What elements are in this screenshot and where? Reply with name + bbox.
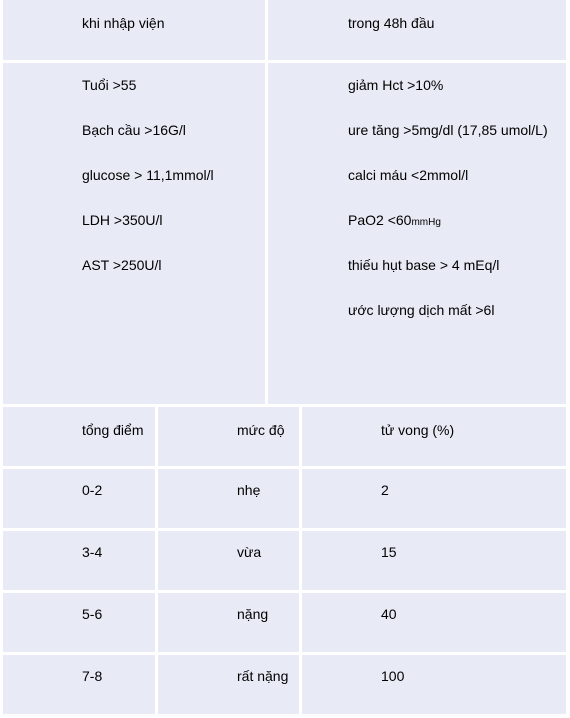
- h48-criterion-hct: giảm Hct >10%: [348, 77, 444, 93]
- admission-criterion-ldh: LDH >350U/l: [82, 212, 163, 228]
- score-cell: 3-4: [82, 544, 103, 560]
- table-row: 5-6: [3, 593, 155, 652]
- pao2-unit: mmHg: [411, 217, 441, 228]
- table-row: 100: [302, 655, 566, 714]
- ranson-table: khi nhập viện trong 48h đầu Tuổi >55 Bạc…: [3, 0, 566, 714]
- h48-header: trong 48h đầu: [348, 15, 435, 31]
- admission-criteria-cell: Tuổi >55 Bạch cầu >16G/l glucose > 11,1m…: [3, 63, 265, 404]
- mortality-cell: 15: [381, 544, 397, 560]
- mortality-cell: 40: [381, 606, 397, 622]
- h48-criterion-base-deficit: thiếu hụt base > 4 mEq/l: [348, 257, 500, 273]
- admission-criterion-ast: AST >250U/l: [82, 257, 162, 273]
- table-row: 0-2: [3, 469, 155, 528]
- pao2-label: PaO2 <60: [348, 212, 412, 228]
- level-cell: nhẹ: [237, 482, 261, 498]
- table-row: nhẹ: [158, 469, 299, 528]
- h48-criterion-fluid: ước lượng dịch mất >6l: [348, 302, 495, 318]
- severity-header-level: mức độ: [237, 422, 285, 438]
- table-row: 2: [302, 469, 566, 528]
- level-cell: rất nặng: [237, 668, 289, 684]
- mortality-cell: 100: [381, 668, 405, 684]
- admission-criterion-age: Tuổi >55: [82, 77, 137, 93]
- h48-header-cell: trong 48h đầu: [268, 0, 566, 60]
- h48-criterion-calcium: calci máu <2mmol/l: [348, 167, 469, 183]
- score-cell: 7-8: [82, 668, 103, 684]
- h48-criterion-urea: ure tăng >5mg/dl (17,85 umol/L): [348, 122, 548, 138]
- severity-header-mortality: tử vong (%): [381, 422, 455, 438]
- severity-header-mortality-cell: tử vong (%): [302, 407, 566, 466]
- mortality-cell: 2: [381, 482, 389, 498]
- table-row: vừa: [158, 531, 299, 590]
- table-row: nặng: [158, 593, 299, 652]
- score-cell: 5-6: [82, 606, 103, 622]
- h48-criteria-cell: giảm Hct >10% ure tăng >5mg/dl (17,85 um…: [268, 63, 566, 404]
- h48-criterion-pao2: PaO2 <60mmHg: [348, 212, 441, 231]
- table-row: 3-4: [3, 531, 155, 590]
- severity-header-level-cell: mức độ: [158, 407, 299, 466]
- table-row: 40: [302, 593, 566, 652]
- table-row: 15: [302, 531, 566, 590]
- admission-criterion-glucose: glucose > 11,1mmol/l: [82, 167, 214, 183]
- admission-criterion-wbc: Bạch cầu >16G/l: [82, 122, 186, 138]
- score-cell: 0-2: [82, 482, 103, 498]
- table-row: 7-8: [3, 655, 155, 714]
- table-row: rất nặng: [158, 655, 299, 714]
- severity-header-score: tổng điểm: [82, 422, 144, 438]
- admission-header: khi nhập viện: [82, 15, 165, 31]
- level-cell: vừa: [237, 544, 262, 560]
- level-cell: nặng: [237, 606, 269, 622]
- admission-header-cell: khi nhập viện: [3, 0, 265, 60]
- severity-header-score-cell: tổng điểm: [3, 407, 155, 466]
